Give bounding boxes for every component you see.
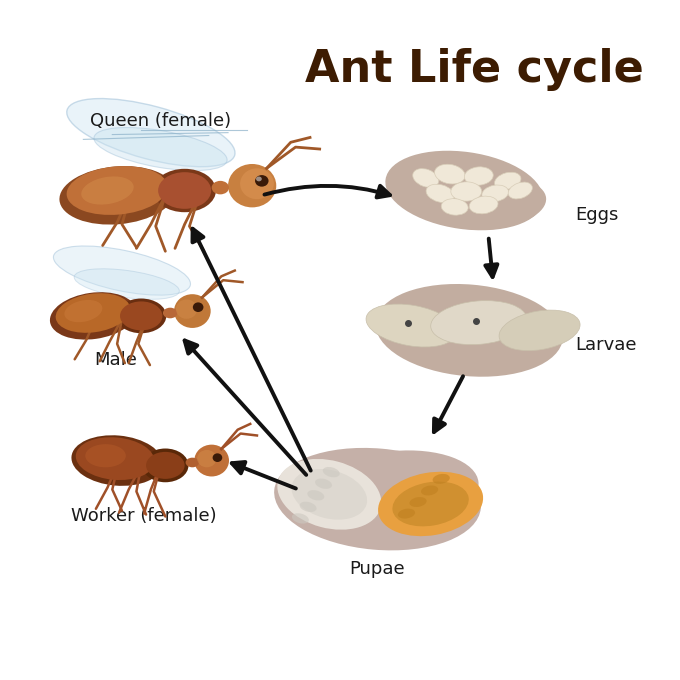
Ellipse shape	[193, 303, 203, 312]
Text: Ant Life cycle: Ant Life cycle	[305, 48, 643, 91]
Ellipse shape	[240, 169, 274, 199]
Ellipse shape	[392, 481, 469, 526]
Ellipse shape	[213, 454, 222, 462]
Ellipse shape	[153, 169, 216, 212]
Ellipse shape	[54, 246, 190, 295]
Ellipse shape	[378, 472, 483, 536]
Ellipse shape	[197, 450, 216, 467]
Ellipse shape	[211, 181, 229, 194]
Ellipse shape	[255, 175, 269, 186]
Ellipse shape	[277, 459, 381, 530]
Ellipse shape	[426, 184, 454, 203]
Ellipse shape	[431, 305, 556, 375]
Ellipse shape	[323, 467, 340, 477]
Ellipse shape	[375, 284, 563, 377]
Ellipse shape	[81, 176, 134, 205]
Ellipse shape	[56, 293, 131, 333]
Ellipse shape	[116, 299, 167, 333]
Ellipse shape	[71, 435, 163, 486]
Text: Larvae: Larvae	[575, 336, 636, 354]
Ellipse shape	[142, 449, 188, 482]
Ellipse shape	[59, 166, 175, 224]
Ellipse shape	[366, 304, 456, 347]
Ellipse shape	[451, 182, 481, 201]
Ellipse shape	[256, 177, 262, 182]
Text: Pupae: Pupae	[350, 560, 405, 578]
Ellipse shape	[65, 300, 103, 322]
Ellipse shape	[430, 301, 527, 345]
Ellipse shape	[315, 450, 479, 528]
Ellipse shape	[292, 513, 309, 524]
Text: Queen (female): Queen (female)	[90, 112, 231, 130]
Ellipse shape	[421, 486, 438, 496]
Ellipse shape	[430, 176, 546, 230]
Ellipse shape	[386, 151, 543, 231]
Ellipse shape	[508, 182, 532, 199]
Ellipse shape	[274, 448, 481, 550]
Ellipse shape	[494, 172, 521, 190]
Ellipse shape	[307, 490, 324, 500]
Ellipse shape	[67, 166, 167, 215]
Ellipse shape	[67, 99, 235, 167]
Ellipse shape	[398, 509, 415, 519]
Ellipse shape	[292, 469, 367, 520]
Text: Male: Male	[94, 351, 137, 369]
Ellipse shape	[482, 185, 509, 202]
Ellipse shape	[409, 497, 426, 507]
Ellipse shape	[174, 294, 211, 328]
Ellipse shape	[50, 292, 136, 339]
Ellipse shape	[120, 301, 163, 330]
Ellipse shape	[158, 172, 211, 209]
Text: Worker (female): Worker (female)	[71, 507, 217, 525]
Ellipse shape	[146, 452, 185, 479]
Ellipse shape	[441, 199, 468, 215]
Ellipse shape	[315, 479, 332, 489]
Ellipse shape	[435, 165, 465, 184]
Ellipse shape	[176, 299, 197, 319]
Ellipse shape	[469, 196, 498, 214]
Ellipse shape	[464, 167, 493, 185]
Ellipse shape	[163, 307, 177, 318]
Ellipse shape	[74, 269, 180, 299]
Ellipse shape	[186, 458, 199, 467]
Ellipse shape	[228, 164, 276, 207]
Ellipse shape	[432, 474, 449, 484]
Text: Eggs: Eggs	[575, 205, 619, 224]
Ellipse shape	[94, 128, 227, 171]
Ellipse shape	[499, 310, 580, 351]
Ellipse shape	[300, 502, 317, 512]
Ellipse shape	[413, 169, 439, 188]
Ellipse shape	[194, 445, 229, 477]
Ellipse shape	[85, 444, 126, 467]
Ellipse shape	[75, 437, 154, 480]
